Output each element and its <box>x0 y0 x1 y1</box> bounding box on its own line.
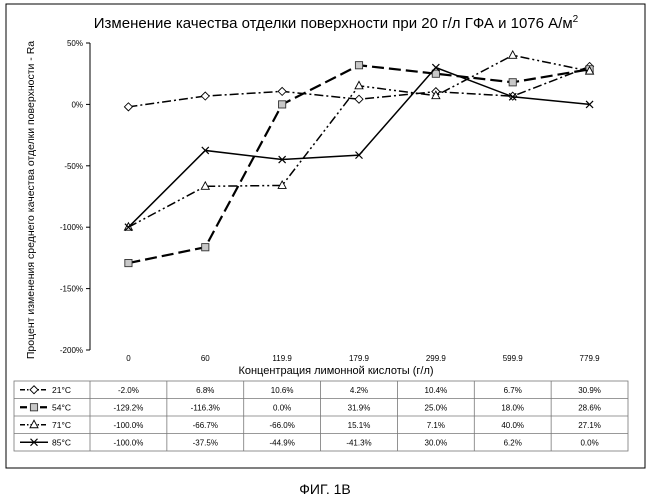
figure-caption: ФИГ. 1В <box>299 481 350 497</box>
table-cell: 27.1% <box>578 421 601 430</box>
legend-series-name: 54°C <box>52 402 71 412</box>
series-line <box>128 68 589 228</box>
table-cell: -100.0% <box>114 421 144 430</box>
table-cell: 6.2% <box>504 438 522 447</box>
table-cell: 6.8% <box>196 386 214 395</box>
series-triangle <box>124 51 593 230</box>
table-cell: -44.9% <box>269 438 294 447</box>
table-cell: 6.7% <box>504 386 522 395</box>
table-row: 85°C -100.0% -37.5% -44.9% -41.3% 30.0% 6.2% 0.… <box>20 437 599 447</box>
table-cell: -37.5% <box>193 438 218 447</box>
legend-marker <box>30 386 38 394</box>
table-cell: -116.3% <box>191 403 220 412</box>
legend-series-name: 71°C <box>52 420 71 430</box>
data-point <box>509 51 517 59</box>
y-axis-label: Процент изменения среднего качества отде… <box>25 41 37 359</box>
table-cell: -100.0% <box>114 438 144 447</box>
y-tick-label: -150% <box>60 285 83 294</box>
y-tick-label: 50% <box>67 39 83 48</box>
table-cell: 7.1% <box>427 421 445 430</box>
data-point <box>355 81 363 89</box>
table-row: 71°C -100.0% -66.7% -66.0% 15.1% 7.1% 40.0% 27.… <box>20 420 601 430</box>
table-row: 21°C -2.0% 6.8% 10.6% 4.2% 10.4% 6.7% 30.9% <box>20 385 601 395</box>
legend-series-name: 85°C <box>52 437 71 447</box>
legend-series-name: 21°C <box>52 385 71 395</box>
table-cell: -2.0% <box>118 386 139 395</box>
table-cell: 4.2% <box>350 386 368 395</box>
x-tick-label: 119.9 <box>272 354 292 363</box>
x-tick-label: 60 <box>201 354 210 363</box>
data-point <box>124 103 132 111</box>
data-table: 21°C -2.0% 6.8% 10.6% 4.2% 10.4% 6.7% 30.9% 54°C… <box>14 381 628 451</box>
x-tick-label: 599.9 <box>503 354 524 363</box>
data-point <box>278 181 286 189</box>
data-point <box>279 101 286 108</box>
table-cell: 31.9% <box>348 403 371 412</box>
data-point <box>509 79 516 86</box>
y-axis: 50% 0% -50% -100% -150% -200% 0 60 119.9 179.9 299… <box>60 39 600 363</box>
table-cell: -41.3% <box>346 438 371 447</box>
table-row: 54°C -129.2% -116.3% 0.0% 31.9% 25.0% 18.0% 28.… <box>20 402 601 412</box>
table-cell: 15.1% <box>348 421 371 430</box>
x-tick-label: 0 <box>126 354 131 363</box>
chart-title-superscript: 2 <box>573 14 579 25</box>
table-cell: 0.0% <box>273 403 291 412</box>
x-tick-label: 299.9 <box>426 354 447 363</box>
table-cell: 10.6% <box>271 386 294 395</box>
y-tick-label: -100% <box>60 223 83 232</box>
x-tick-label: 779.9 <box>580 354 601 363</box>
data-point <box>355 95 363 103</box>
table-cell: -66.0% <box>269 421 294 430</box>
table-cell: 10.4% <box>425 386 448 395</box>
chart-title: Изменение качества отделки поверхности п… <box>94 14 579 32</box>
data-point <box>201 92 209 100</box>
table-cell: 30.0% <box>425 438 448 447</box>
data-point <box>278 87 286 95</box>
y-tick-label: 0% <box>71 100 83 109</box>
table-cell: 25.0% <box>425 403 448 412</box>
table-cell: 30.9% <box>578 386 601 395</box>
y-tick-label: -50% <box>64 162 83 171</box>
data-point <box>202 244 209 251</box>
table-cell: -66.7% <box>193 421 218 430</box>
data-point <box>355 62 362 69</box>
x-tick-label: 179.9 <box>349 354 370 363</box>
data-point <box>125 259 132 266</box>
plot-area <box>124 51 593 267</box>
table-cell: 28.6% <box>578 403 601 412</box>
table-cell: 18.0% <box>501 403 524 412</box>
chart-title-main: Изменение качества отделки поверхности п… <box>94 15 573 32</box>
y-tick-label: -200% <box>60 346 83 355</box>
table-cell: -129.2% <box>114 403 144 412</box>
table-cell: 40.0% <box>501 421 524 430</box>
x-axis-label: Концентрация лимонной кислоты (г/л) <box>238 365 433 377</box>
table-cell: 0.0% <box>580 438 598 447</box>
legend-marker <box>30 404 37 411</box>
